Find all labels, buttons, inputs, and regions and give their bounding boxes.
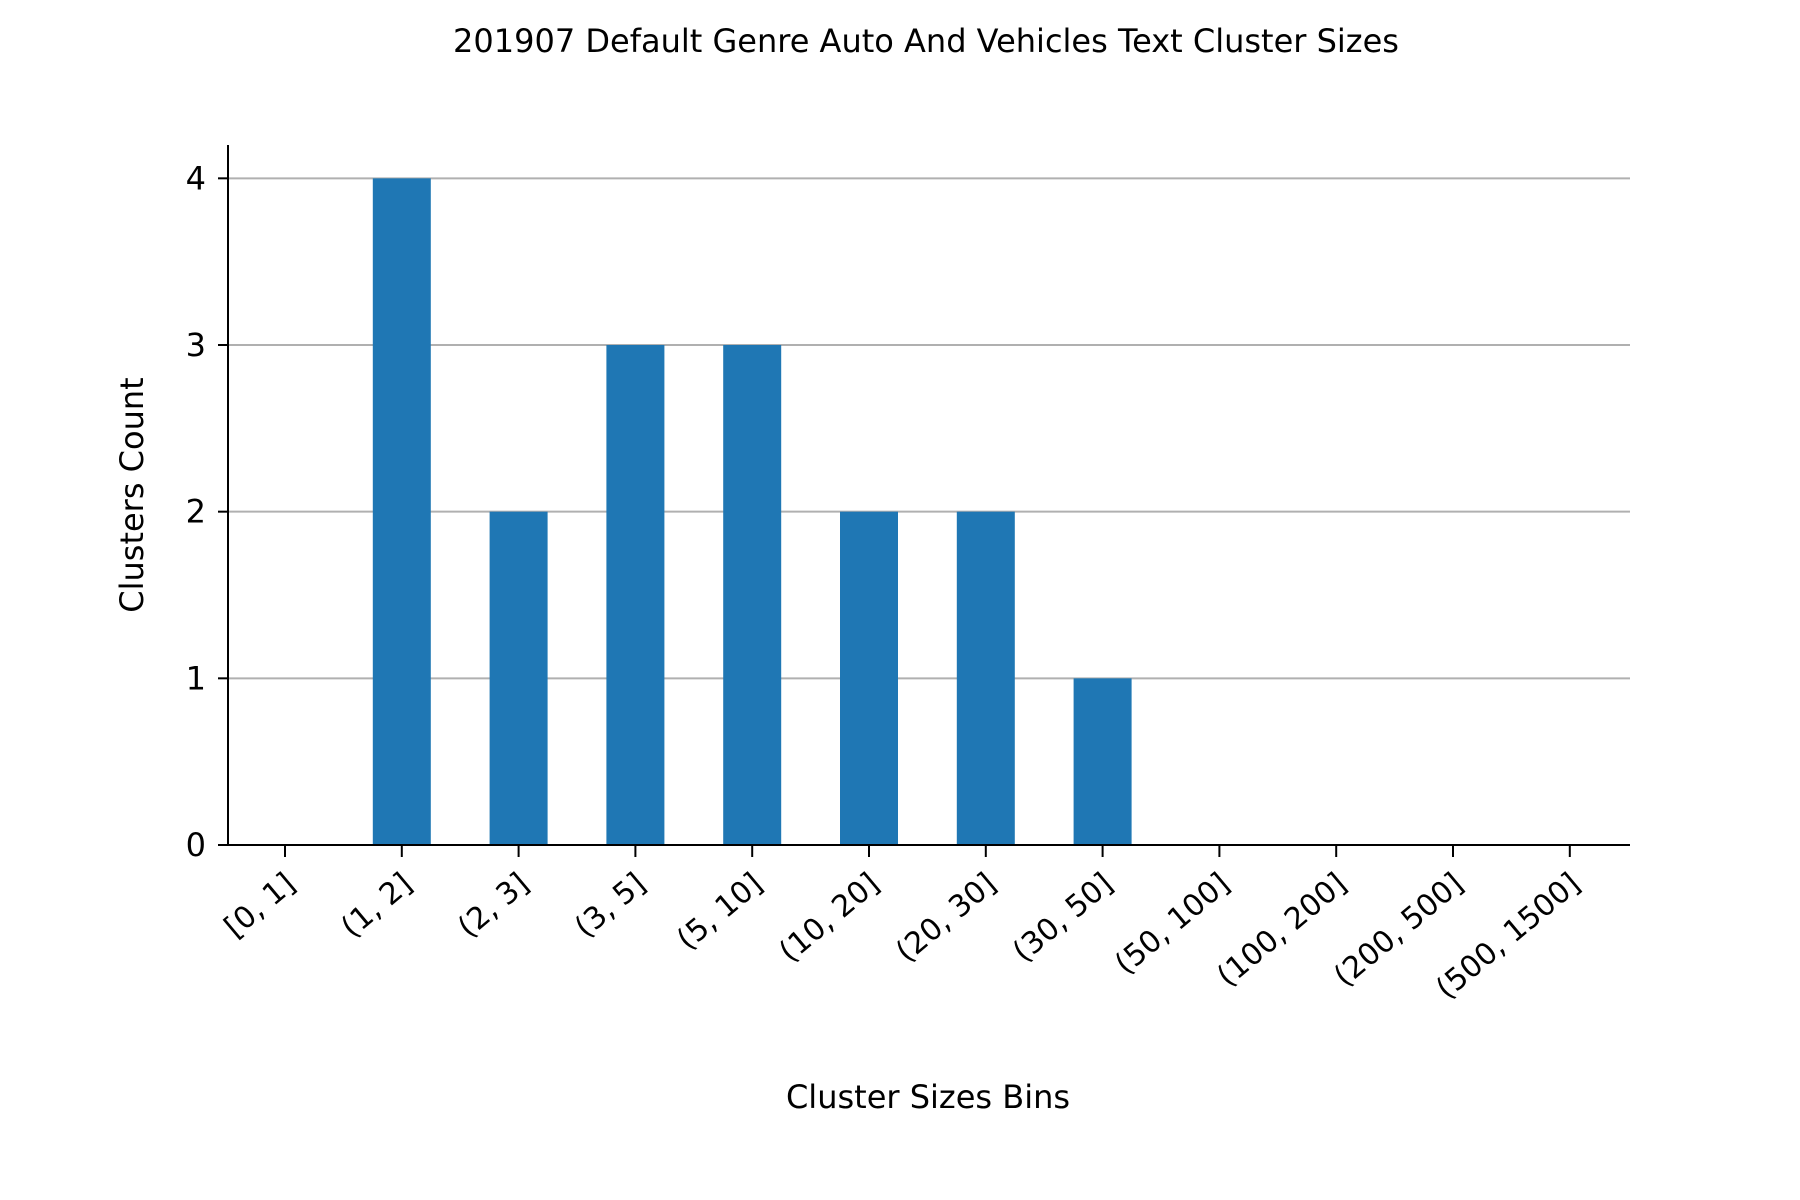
x-tick-label: (1, 2] — [335, 866, 419, 945]
x-tick-label: (5, 10] — [670, 866, 769, 957]
x-tick-label: (10, 20] — [773, 866, 887, 969]
x-axis-label: Cluster Sizes Bins — [786, 1078, 1070, 1116]
bar — [956, 511, 1015, 845]
y-axis-label: Clusters Count — [113, 377, 151, 612]
gridlines — [228, 177, 1630, 680]
axes — [227, 145, 1630, 846]
y-tick-label: 2 — [186, 493, 206, 531]
y-tick-label: 3 — [186, 326, 206, 364]
y-ticks: 0 1 2 3 4 — [186, 159, 228, 864]
bar — [1073, 678, 1132, 845]
y-tick-label: 4 — [186, 159, 206, 197]
x-tick-label: (20, 30] — [889, 866, 1003, 969]
x-tick-label: (100, 200] — [1211, 866, 1354, 994]
y-tick-label: 0 — [186, 826, 206, 864]
x-tick-label: [0, 1] — [218, 866, 302, 945]
x-tick-label: (2, 3] — [451, 866, 535, 945]
x-tick-label: (3, 5] — [568, 866, 652, 945]
chart-title: 201907 Default Genre Auto And Vehicles T… — [453, 22, 1399, 60]
y-tick-label: 1 — [186, 659, 206, 697]
bars — [372, 178, 1132, 846]
bar — [489, 511, 548, 845]
bar — [372, 178, 431, 846]
bar — [723, 345, 782, 845]
x-ticks: [0, 1] (1, 2] (2, 3] (3, 5] (5, 10] (10, 20](… — [218, 845, 1587, 1006]
bar — [840, 511, 898, 845]
x-tick-label: (30, 50] — [1006, 866, 1120, 969]
bar — [606, 345, 665, 845]
